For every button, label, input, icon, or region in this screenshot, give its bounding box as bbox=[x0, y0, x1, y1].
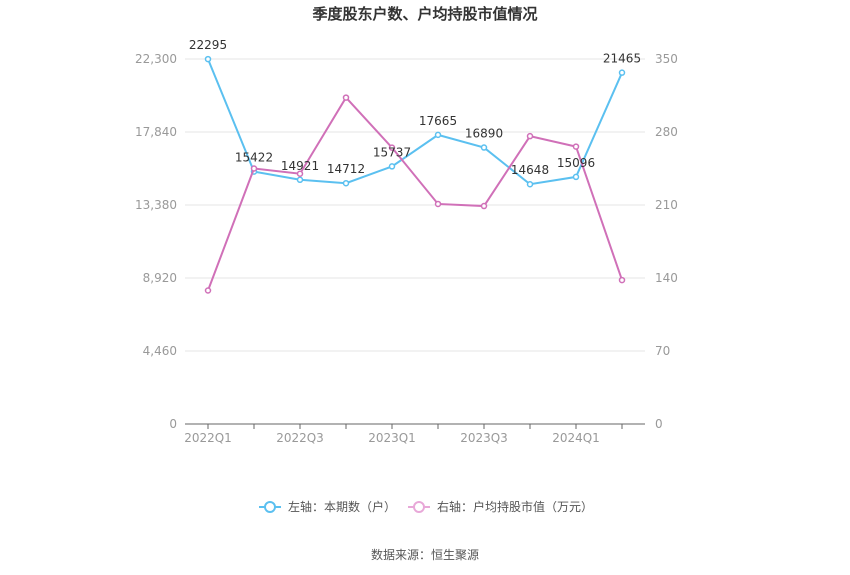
data-point[interactable] bbox=[250, 165, 258, 172]
left-tick-label: 13,380 bbox=[135, 198, 177, 212]
data-point[interactable] bbox=[618, 276, 626, 284]
right-tick-label: 0 bbox=[655, 417, 663, 431]
right-axis: 0 70 140 210 280 350 bbox=[655, 52, 678, 431]
data-point[interactable] bbox=[526, 180, 534, 188]
x-tick-label: 2023Q3 bbox=[460, 431, 508, 445]
source-note: 数据来源：恒生聚源 bbox=[371, 547, 479, 562]
right-tick-label: 280 bbox=[655, 125, 678, 139]
grid bbox=[185, 58, 645, 352]
x-tick-label: 2023Q1 bbox=[368, 431, 416, 445]
x-tick-label: 2022Q1 bbox=[184, 431, 232, 445]
data-point[interactable] bbox=[388, 144, 396, 151]
right-tick-label: 140 bbox=[655, 271, 678, 285]
right-tick-label: 350 bbox=[655, 52, 678, 66]
legend-left-marker bbox=[264, 501, 276, 513]
data-label: 14648 bbox=[511, 163, 549, 177]
data-label: 14921 bbox=[281, 159, 319, 173]
right-tick-label: 70 bbox=[655, 344, 670, 358]
data-label: 16890 bbox=[465, 127, 503, 141]
data-labels: 22295 15422 14921 14712 15737 17665 16890 14648… bbox=[189, 38, 641, 177]
legend: 左轴：本期数（户） 右轴：户均持股市值（万元） bbox=[259, 499, 593, 514]
data-point[interactable] bbox=[480, 144, 488, 151]
series-layer bbox=[204, 55, 626, 294]
legend-right-marker bbox=[413, 501, 425, 513]
right-tick-label: 210 bbox=[655, 198, 678, 212]
data-label: 17665 bbox=[419, 114, 457, 128]
series-line-right bbox=[207, 95, 623, 291]
legend-item-right-series[interactable]: 右轴：户均持股市值（万元） bbox=[408, 499, 593, 514]
left-tick-label: 4,460 bbox=[143, 344, 177, 358]
left-tick-label: 22,300 bbox=[135, 52, 177, 66]
data-point[interactable] bbox=[296, 176, 304, 184]
data-point[interactable] bbox=[204, 287, 212, 294]
data-point[interactable] bbox=[572, 173, 580, 181]
data-label: 15737 bbox=[373, 145, 411, 159]
data-label: 15096 bbox=[557, 156, 595, 170]
chart-title: 季度股东户数、户均持股市值情况 bbox=[312, 5, 537, 23]
data-point[interactable] bbox=[618, 69, 626, 76]
left-tick-label: 17,840 bbox=[135, 125, 177, 139]
legend-item-left-series[interactable]: 左轴：本期数（户） bbox=[259, 499, 396, 514]
data-point[interactable] bbox=[388, 163, 396, 170]
data-label: 14712 bbox=[327, 162, 365, 176]
data-point[interactable] bbox=[342, 179, 350, 187]
x-axis: 2022Q1 2022Q3 2023Q1 2023Q3 2024Q1 bbox=[184, 423, 645, 445]
x-tick-label: 2022Q3 bbox=[276, 431, 324, 445]
legend-right-label: 右轴：户均持股市值（万元） bbox=[437, 499, 593, 514]
data-point[interactable] bbox=[204, 55, 212, 63]
data-point[interactable] bbox=[434, 131, 442, 139]
data-point[interactable] bbox=[296, 170, 304, 177]
x-tick-label: 2024Q1 bbox=[552, 431, 600, 445]
left-tick-label: 0 bbox=[169, 417, 177, 431]
left-axis: 0 4,460 8,920 13,380 17,840 22,300 bbox=[135, 52, 177, 431]
left-tick-label: 8,920 bbox=[143, 271, 177, 285]
data-point[interactable] bbox=[572, 143, 580, 150]
data-point[interactable] bbox=[480, 202, 488, 210]
data-label: 21465 bbox=[603, 52, 641, 66]
data-point[interactable] bbox=[526, 132, 534, 140]
legend-left-label: 左轴：本期数（户） bbox=[288, 499, 396, 514]
data-label: 15422 bbox=[235, 151, 273, 165]
series-line-left bbox=[207, 58, 623, 186]
data-point[interactable] bbox=[434, 200, 442, 208]
data-point[interactable] bbox=[342, 94, 350, 101]
data-label: 22295 bbox=[189, 38, 227, 52]
